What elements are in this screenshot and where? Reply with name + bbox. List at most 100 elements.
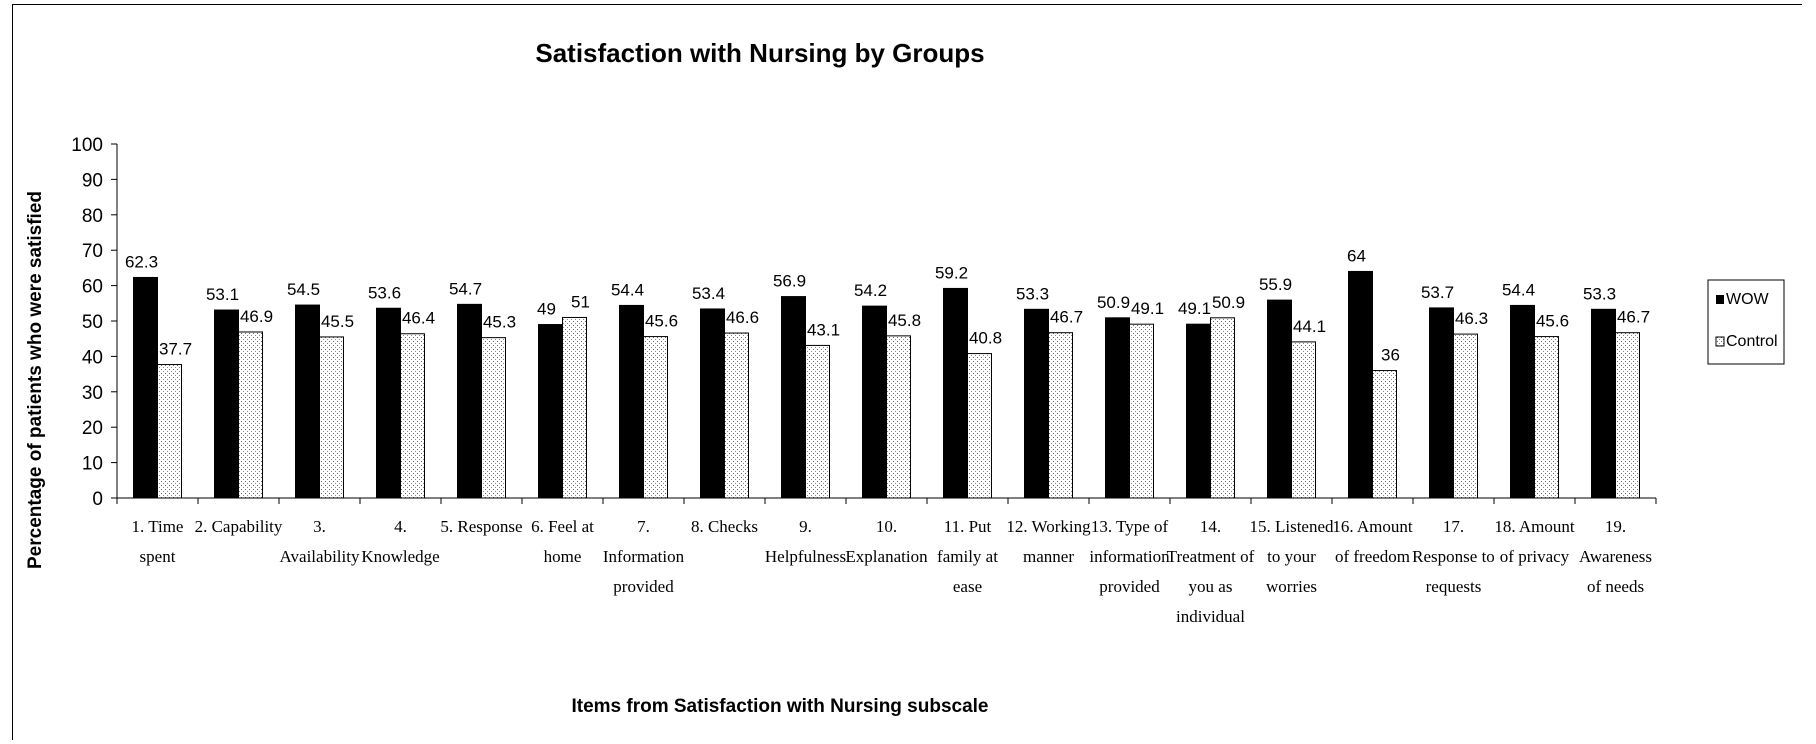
bar-wow (619, 304, 644, 499)
bar-control (562, 316, 587, 499)
data-label-wow: 56.9 (773, 272, 806, 291)
category-label-line: 15. Listened (1249, 517, 1334, 536)
data-label-control: 45.5 (321, 312, 354, 331)
data-label-wow: 62.3 (125, 252, 158, 271)
category-label-line: 1. Time (132, 517, 184, 536)
bar-wow (538, 324, 563, 499)
bar-control (1048, 332, 1073, 499)
bar-control (1534, 336, 1559, 499)
data-label-control: 45.8 (888, 311, 921, 330)
category-label: 1. Time spent (132, 517, 184, 566)
category-label-line: provided (613, 577, 674, 596)
data-label-control: 36 (1381, 346, 1400, 365)
category-label-line: 18. Amount (1494, 517, 1575, 536)
category-label-line: requests (1426, 577, 1482, 596)
bar-wow (457, 303, 482, 499)
y-tick-label: 10 (82, 454, 103, 475)
category-label-line: 9. (799, 517, 812, 536)
category-label: 2. Capability (195, 517, 283, 536)
y-tick-label: 0 (92, 489, 103, 510)
bar-wow (1267, 299, 1292, 499)
category-label-line: 17. (1443, 517, 1464, 536)
category-label-line: 13. Type of (1091, 517, 1169, 536)
data-label-wow: 53.4 (692, 284, 725, 303)
category-label-line: of needs (1587, 577, 1644, 596)
bar-control (400, 333, 425, 499)
category-label: 16. Amount of freedom (1332, 517, 1413, 566)
category-label-line: 6. Feel at (531, 517, 594, 536)
category-label-line: Explanation (845, 547, 928, 566)
bar-wow (295, 304, 320, 499)
y-tick-label: 40 (82, 347, 103, 368)
bar-wow (862, 305, 887, 499)
bar-control (1210, 317, 1235, 499)
data-label-wow: 54.7 (449, 279, 482, 298)
data-label-wow: 54.4 (611, 280, 644, 299)
data-label-control: 37.7 (159, 340, 192, 359)
category-label-line: 8. Checks (691, 517, 758, 536)
data-label-wow: 53.7 (1421, 283, 1454, 302)
bar-control (724, 332, 749, 499)
category-label-line: ease (953, 577, 982, 596)
chart-title: Satisfaction with Nursing by Groups (535, 38, 984, 68)
category-label-line: of freedom (1335, 547, 1410, 566)
category-label: 10. Explanation (845, 517, 928, 566)
data-label-control: 46.4 (402, 309, 435, 328)
category-label-line: 7. (637, 517, 650, 536)
bar-wow (1429, 307, 1454, 499)
category-label-line: 16. Amount (1332, 517, 1413, 536)
data-label-control: 45.6 (1536, 312, 1569, 331)
data-label-control: 46.3 (1455, 309, 1488, 328)
data-label-wow: 53.6 (368, 283, 401, 302)
data-label-wow: 53.3 (1583, 284, 1616, 303)
category-label-line: of privacy (1500, 547, 1570, 566)
bar-control (481, 337, 506, 499)
figure-frame (12, 4, 1802, 740)
bars (133, 270, 1640, 499)
category-label: 6. Feel at home (531, 517, 594, 566)
category-label-line: Information (603, 547, 685, 566)
data-label-wow: 54.5 (287, 280, 320, 299)
data-label-wow: 53.1 (206, 285, 239, 304)
data-label-control: 46.7 (1617, 308, 1650, 327)
y-tick-label: 30 (82, 383, 103, 404)
category-label-line: you as (1189, 577, 1233, 596)
data-label-wow: 49.1 (1178, 299, 1211, 318)
legend-label-control: Control (1726, 333, 1778, 350)
category-label-line: Helpfulness (765, 547, 846, 566)
data-label-wow: 53.3 (1016, 284, 1049, 303)
y-tick-label: 70 (82, 241, 103, 262)
category-label: 8. Checks (691, 517, 758, 536)
data-label-control: 51 (571, 292, 590, 311)
x-axis-title: Items from Satisfaction with Nursing sub… (571, 696, 988, 717)
bar-control (1129, 323, 1154, 499)
bar-control (886, 335, 911, 499)
legend-swatch-control (1715, 336, 1725, 347)
data-label-control: 49.1 (1131, 299, 1164, 318)
data-label-control: 46.7 (1050, 308, 1083, 327)
data-label-control: 44.1 (1293, 317, 1326, 336)
category-label-line: 19. (1605, 517, 1626, 536)
bar-control (1291, 341, 1316, 499)
data-label-control: 46.9 (240, 307, 273, 326)
category-label-line: Response to (1412, 547, 1495, 566)
category-label-line: 2. Capability (195, 517, 283, 536)
category-label-line: worries (1266, 577, 1317, 596)
bar-wow (943, 287, 968, 499)
y-tick-label: 20 (82, 418, 103, 439)
data-label-wow: 55.9 (1259, 275, 1292, 294)
bar-wow (1186, 323, 1211, 499)
bar-control (1453, 333, 1478, 499)
data-label-wow: 54.2 (854, 281, 887, 300)
category-label: 18. Amount of privacy (1494, 517, 1575, 566)
bar-control (805, 344, 830, 499)
bar-wow (1024, 308, 1049, 499)
y-tick-label: 90 (82, 170, 103, 191)
category-label: 11. Put family at ease (937, 517, 998, 596)
category-label: 17. Response to requests (1412, 517, 1495, 596)
category-label: 12. Working manner (1006, 517, 1091, 566)
category-label-line: home (544, 547, 582, 566)
y-tick-label: 60 (82, 277, 103, 298)
data-label-control: 45.6 (645, 312, 678, 331)
